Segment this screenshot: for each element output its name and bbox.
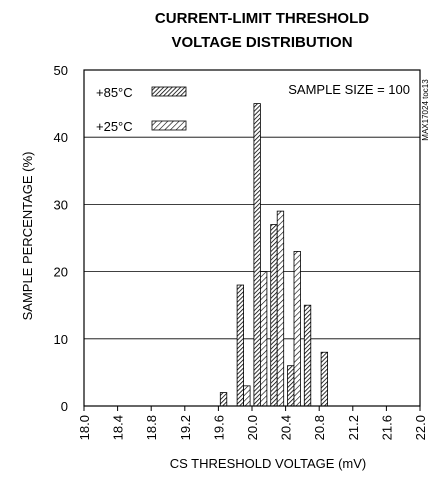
bar-series-1 <box>253 103 261 407</box>
x-tick-label: 22.0 <box>413 415 428 440</box>
y-tick-label: 20 <box>54 265 68 280</box>
y-axis-label: SAMPLE PERCENTAGE (%) <box>20 152 35 321</box>
x-tick-label: 19.2 <box>178 415 193 440</box>
chart-title-line1: CURRENT-LIMIT THRESHOLD <box>155 10 369 27</box>
y-axis-ticks: 0 10 20 30 40 50 <box>54 63 68 414</box>
plot-frame <box>83 69 421 407</box>
y-tick-label: 30 <box>54 197 68 212</box>
y-tick-label: 50 <box>54 63 68 78</box>
sample-size-annotation: SAMPLE SIZE = 100 <box>288 82 410 97</box>
x-tick-label: 18.4 <box>111 415 126 440</box>
side-label: MAX17024 toc13 <box>421 79 430 141</box>
legend-label-85c: +85°C <box>96 85 133 100</box>
legend-swatch-25c <box>151 120 187 131</box>
x-tick-label: 20.0 <box>245 415 260 440</box>
x-tick-label: 20.8 <box>312 415 327 440</box>
x-tick-label: 21.2 <box>346 415 361 440</box>
y-tick-label: 10 <box>54 332 68 347</box>
bar-series-1 <box>320 351 329 407</box>
legend: +85°C +25°C <box>96 85 187 134</box>
x-axis-label: CS THRESHOLD VOLTAGE (mV) <box>170 456 366 471</box>
y-tick-label: 40 <box>54 130 68 145</box>
grid <box>84 136 420 340</box>
bar-series-1 <box>219 392 228 407</box>
legend-label-25c: +25°C <box>96 119 133 134</box>
x-axis-ticks: 18.0 18.4 18.8 19.2 19.6 20.0 20.4 20.8 21.2 21.6… <box>77 406 428 440</box>
x-tick-label: 18.8 <box>144 415 159 440</box>
x-tick-label: 21.6 <box>379 415 394 440</box>
bar-series-1 <box>270 224 278 407</box>
bar-series-1 <box>303 304 312 407</box>
bar-series-2 <box>243 385 251 407</box>
bars <box>219 103 329 407</box>
y-tick-label: 0 <box>61 399 68 414</box>
bar-series-2 <box>276 210 285 407</box>
bar-series-1 <box>287 365 295 407</box>
bar-series-2 <box>293 251 301 407</box>
legend-swatch-85c <box>151 86 187 97</box>
bar-series-1 <box>236 284 245 407</box>
chart-title-line2: VOLTAGE DISTRIBUTION <box>171 34 352 51</box>
x-tick-label: 20.4 <box>279 415 294 440</box>
x-tick-label: 18.0 <box>77 415 92 440</box>
x-tick-label: 19.6 <box>211 415 226 440</box>
bar-series-2 <box>259 271 268 407</box>
